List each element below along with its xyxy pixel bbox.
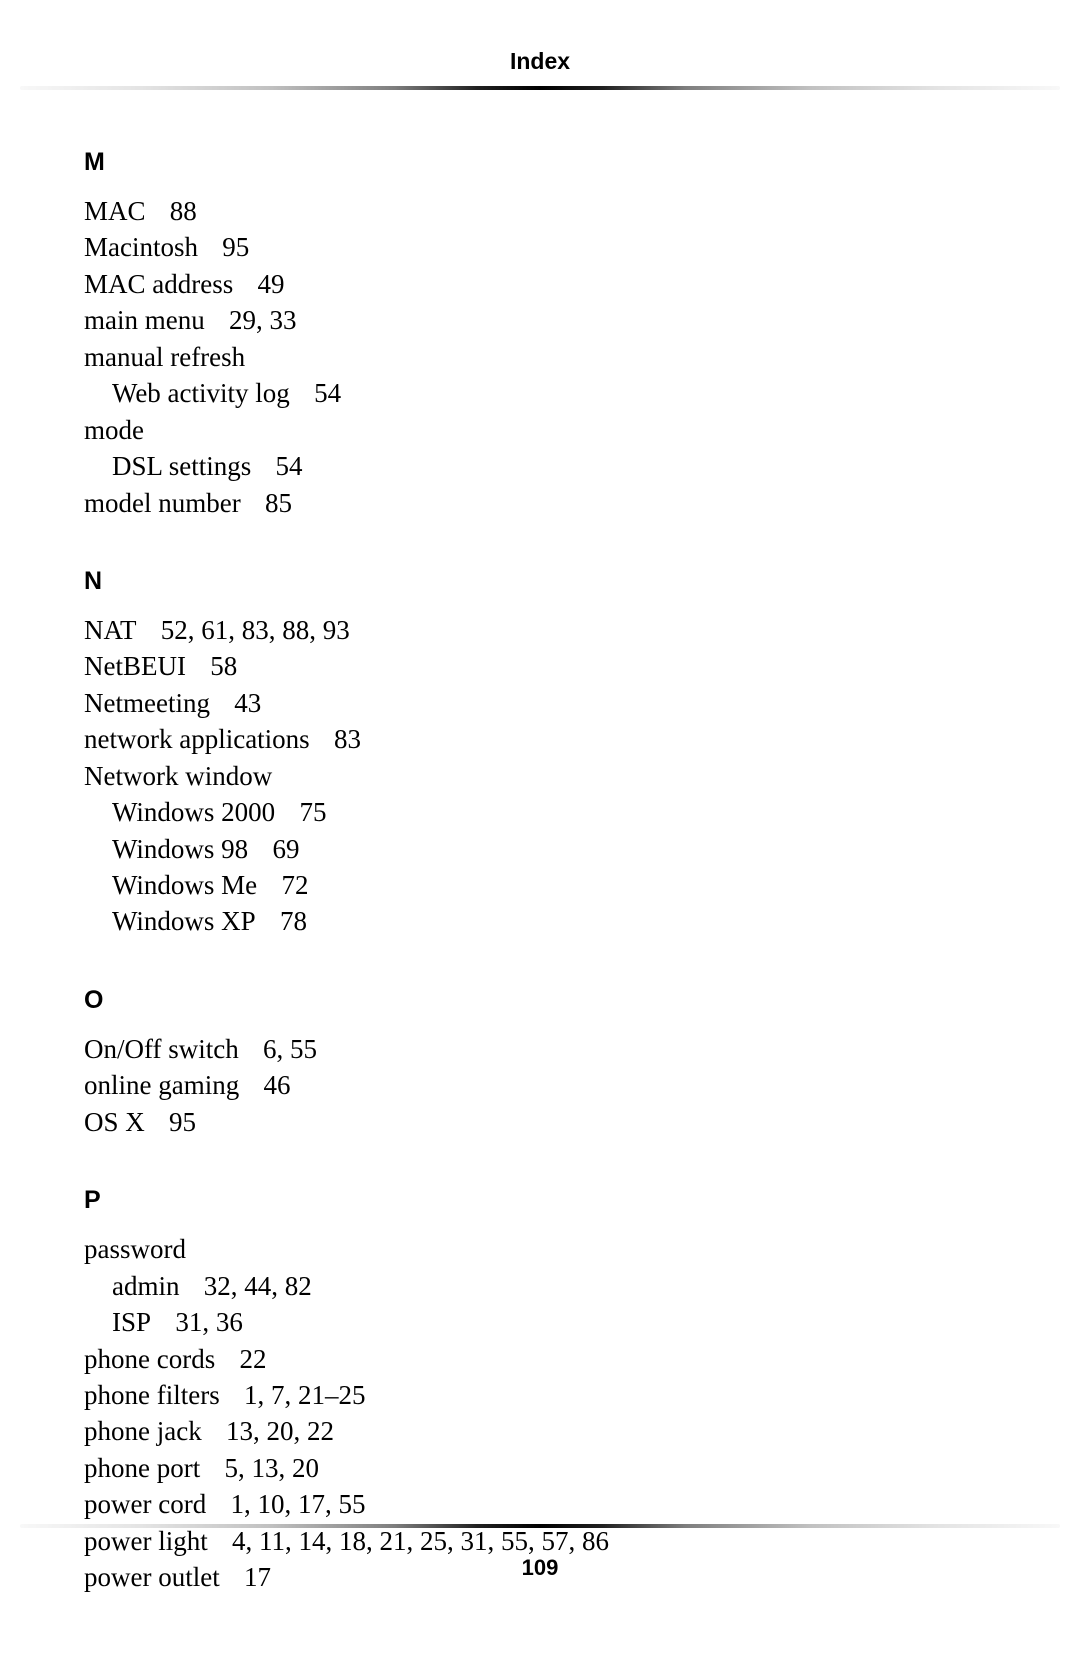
index-entry: manual refresh	[84, 339, 984, 375]
section-letter: M	[84, 148, 984, 177]
index-term: NAT	[84, 615, 137, 645]
index-term: MAC	[84, 196, 146, 226]
page: Index MMAC88Macintosh95MAC address49main…	[0, 0, 1080, 1668]
index-entry: On/Off switch 6, 55	[84, 1031, 984, 1067]
index-pages: 32, 44, 82	[204, 1271, 312, 1301]
header-rule	[20, 86, 1060, 90]
index-entry: NAT 52, 61, 83, 88, 93	[84, 612, 984, 648]
index-term: Macintosh	[84, 232, 198, 262]
index-pages: 69	[272, 834, 299, 864]
index-entry: main menu 29, 33	[84, 302, 984, 338]
index-pages: 54	[276, 451, 303, 481]
index-term: phone cords	[84, 1344, 215, 1374]
index-term: ISP	[112, 1307, 151, 1337]
index-term: Network window	[84, 761, 272, 791]
index-entry: DSL settings 54	[84, 448, 984, 484]
index-pages: 58	[210, 651, 237, 681]
index-pages: 72	[281, 870, 308, 900]
index-term: DSL settings	[112, 451, 251, 481]
index-term: online gaming	[84, 1070, 239, 1100]
index-term: phone port	[84, 1453, 200, 1483]
index-pages: 13, 20, 22	[226, 1416, 334, 1446]
index-pages: 31, 36	[175, 1307, 243, 1337]
index-term: model number	[84, 488, 241, 518]
index-term: Netmeeting	[84, 688, 210, 718]
index-pages: 29, 33	[229, 305, 297, 335]
page-number: 109	[0, 1555, 1080, 1581]
index-term: password	[84, 1234, 186, 1264]
index-pages: 46	[264, 1070, 291, 1100]
index-entry: NetBEUI 58	[84, 648, 984, 684]
index-term: mode	[84, 415, 144, 445]
index-entry: Netmeeting 43	[84, 685, 984, 721]
index-entry: phone filters 1, 7, 21–25	[84, 1377, 984, 1413]
section-letter: N	[84, 567, 984, 596]
index-term: OS X	[84, 1107, 145, 1137]
index-term: phone jack	[84, 1416, 202, 1446]
index-term: Web activity log	[112, 378, 290, 408]
index-entry: ISP 31, 36	[84, 1304, 984, 1340]
index-pages: 95	[222, 232, 249, 262]
footer-rule	[20, 1524, 1060, 1528]
index-entry: Windows Me 72	[84, 867, 984, 903]
index-entry: MAC 88	[84, 193, 984, 229]
index-entry: Windows XP 78	[84, 903, 984, 939]
index-term: Windows Me	[112, 870, 257, 900]
index-pages: 88	[170, 196, 197, 226]
index-pages: 54	[314, 378, 341, 408]
page-header-title: Index	[0, 48, 1080, 75]
index-entry: Windows 2000 75	[84, 794, 984, 830]
index-term: phone filters	[84, 1380, 220, 1410]
index-pages: 49	[258, 269, 285, 299]
index-entry: mode	[84, 412, 984, 448]
index-term: power cord	[84, 1489, 206, 1519]
index-pages: 75	[299, 797, 326, 827]
index-term: Windows 2000	[112, 797, 275, 827]
index-entry: phone port 5, 13, 20	[84, 1450, 984, 1486]
index-pages: 83	[334, 724, 361, 754]
index-entry: model number 85	[84, 485, 984, 521]
index-entry: phone jack 13, 20, 22	[84, 1413, 984, 1449]
index-term: On/Off switch	[84, 1034, 239, 1064]
index-entry: OS X 95	[84, 1104, 984, 1140]
index-pages: 5, 13, 20	[225, 1453, 320, 1483]
section-letter: P	[84, 1186, 984, 1215]
index-pages: 1, 10, 17, 55	[230, 1489, 365, 1519]
index-pages: 4, 11, 14, 18, 21, 25, 31, 55, 57, 86	[232, 1526, 609, 1556]
index-pages: 1, 7, 21–25	[244, 1380, 366, 1410]
index-term: main menu	[84, 305, 205, 335]
index-pages: 6, 55	[263, 1034, 317, 1064]
index-entry: Web activity log 54	[84, 375, 984, 411]
index-term: power light	[84, 1526, 208, 1556]
index-term: Windows 98	[112, 834, 248, 864]
index-pages: 52, 61, 83, 88, 93	[161, 615, 350, 645]
index-entry: network applications 83	[84, 721, 984, 757]
index-entry: power cord 1, 10, 17, 55	[84, 1486, 984, 1522]
index-entry: power light 4, 11, 14, 18, 21, 25, 31, 55…	[84, 1523, 984, 1559]
index-term: network applications	[84, 724, 310, 754]
index-pages: 78	[280, 906, 307, 936]
index-term: Windows XP	[112, 906, 256, 936]
index-pages: 85	[265, 488, 292, 518]
index-entry: phone cords 22	[84, 1341, 984, 1377]
section-letter: O	[84, 986, 984, 1015]
index-pages: 95	[169, 1107, 196, 1137]
index-pages: 22	[240, 1344, 267, 1374]
index-entry: admin 32, 44, 82	[84, 1268, 984, 1304]
index-pages: 43	[234, 688, 261, 718]
index-term: admin	[112, 1271, 180, 1301]
index-entry: Windows 98 69	[84, 831, 984, 867]
index-term: NetBEUI	[84, 651, 186, 681]
index-entry: Network window	[84, 758, 984, 794]
index-entry: online gaming 46	[84, 1067, 984, 1103]
index-entry: Macintosh 95	[84, 229, 984, 265]
index-entry: MAC address 49	[84, 266, 984, 302]
index-content: M MAC 88 Macintosh 95 MAC address 49 main menu 2…	[84, 136, 984, 1596]
index-term: MAC address	[84, 269, 233, 299]
index-entry: password	[84, 1231, 984, 1267]
index-term: manual refresh	[84, 342, 245, 372]
